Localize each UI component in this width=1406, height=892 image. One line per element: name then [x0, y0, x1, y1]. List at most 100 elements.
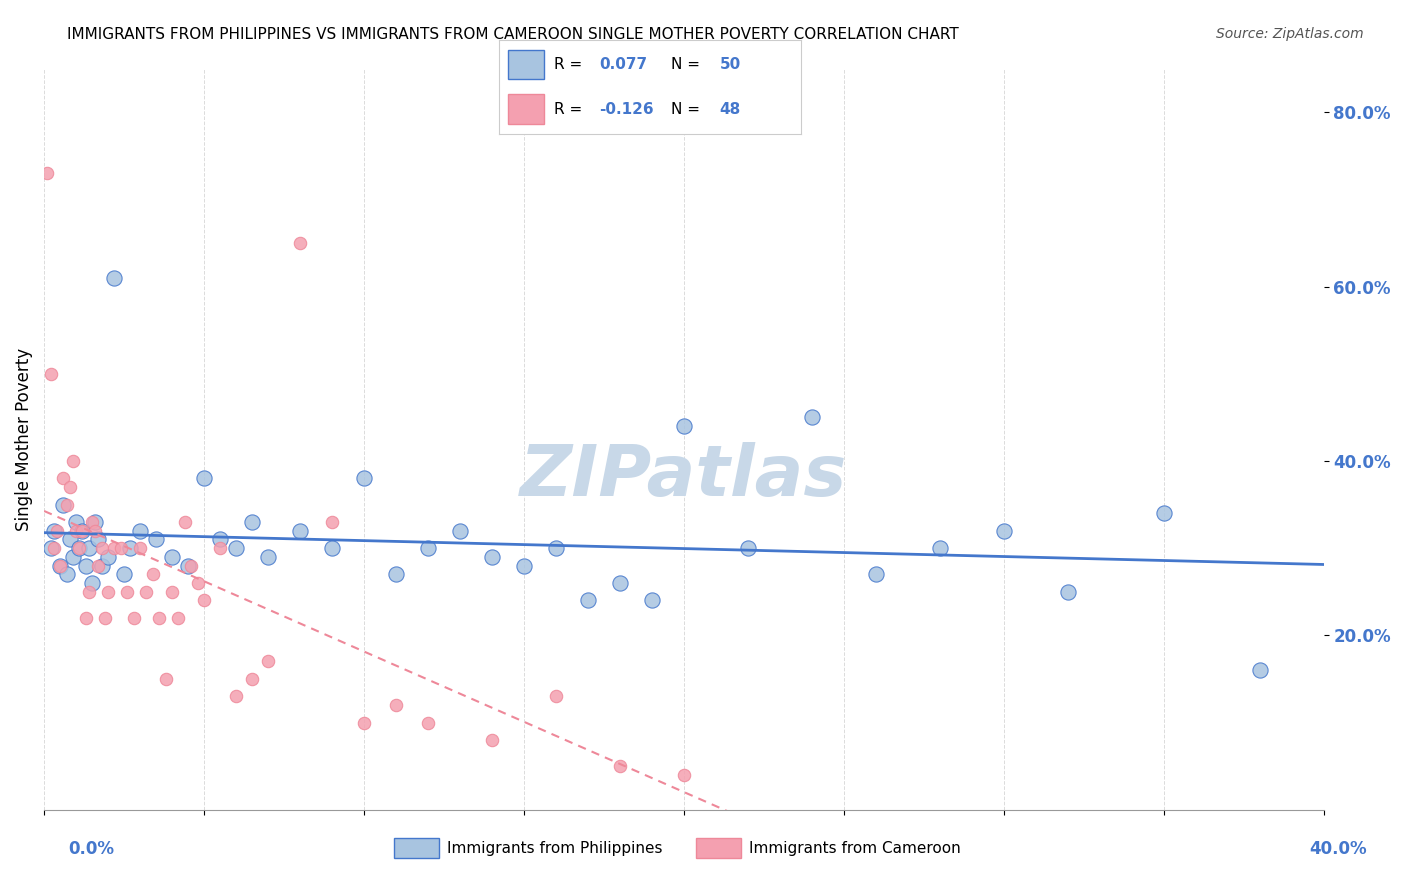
- Point: [82, 515, 104, 529]
- Point: [75, 611, 97, 625]
- Point: [39, 541, 62, 555]
- Point: [75, 558, 97, 573]
- Point: [55, 498, 77, 512]
- Point: [103, 541, 125, 555]
- Point: [544, 541, 567, 555]
- Point: [609, 576, 631, 591]
- Point: [142, 567, 165, 582]
- Point: [59, 533, 82, 547]
- Point: [84, 524, 107, 538]
- Point: [193, 593, 215, 607]
- Point: [160, 584, 183, 599]
- Point: [135, 584, 157, 599]
- Point: [37, 166, 59, 180]
- Text: ZIPatlas: ZIPatlas: [520, 442, 848, 510]
- Point: [240, 515, 263, 529]
- Point: [321, 515, 343, 529]
- Point: [481, 549, 503, 564]
- Point: [67, 541, 90, 555]
- Point: [65, 524, 87, 538]
- Point: [62, 454, 84, 468]
- Text: Immigrants from Philippines: Immigrants from Philippines: [447, 841, 662, 855]
- Point: [416, 715, 439, 730]
- Point: [257, 549, 280, 564]
- Text: N =: N =: [672, 102, 706, 117]
- Point: [67, 541, 90, 555]
- Text: -0.126: -0.126: [599, 102, 654, 117]
- Point: [225, 690, 247, 704]
- Point: [193, 471, 215, 485]
- Point: [209, 541, 232, 555]
- Point: [90, 541, 112, 555]
- Point: [49, 558, 72, 573]
- Text: R =: R =: [554, 102, 586, 117]
- Point: [513, 558, 536, 573]
- Point: [97, 584, 120, 599]
- Text: R =: R =: [554, 57, 586, 72]
- Point: [110, 541, 132, 555]
- FancyBboxPatch shape: [508, 95, 544, 125]
- Point: [82, 576, 104, 591]
- Point: [865, 567, 887, 582]
- Text: Immigrants from Cameroon: Immigrants from Cameroon: [749, 841, 962, 855]
- Point: [385, 698, 408, 712]
- Point: [576, 593, 599, 607]
- Point: [87, 558, 110, 573]
- Point: [52, 471, 75, 485]
- Text: 50: 50: [720, 57, 741, 72]
- Point: [42, 541, 65, 555]
- Point: [129, 541, 152, 555]
- Point: [167, 611, 190, 625]
- Point: [385, 567, 408, 582]
- FancyBboxPatch shape: [508, 49, 544, 79]
- Point: [449, 524, 471, 538]
- Point: [800, 410, 823, 425]
- Text: IMMIGRANTS FROM PHILIPPINES VS IMMIGRANTS FROM CAMEROON SINGLE MOTHER POVERTY CO: IMMIGRANTS FROM PHILIPPINES VS IMMIGRANT…: [67, 27, 959, 42]
- Point: [59, 480, 82, 494]
- Point: [45, 524, 67, 538]
- Point: [94, 611, 117, 625]
- Point: [39, 367, 62, 381]
- Point: [672, 768, 695, 782]
- Point: [72, 524, 94, 538]
- Point: [177, 558, 200, 573]
- Point: [160, 549, 183, 564]
- Point: [672, 419, 695, 434]
- Point: [129, 524, 152, 538]
- Point: [155, 672, 177, 686]
- Point: [1249, 663, 1271, 677]
- Point: [321, 541, 343, 555]
- Point: [42, 524, 65, 538]
- Point: [173, 515, 195, 529]
- Point: [240, 672, 263, 686]
- Text: 40.0%: 40.0%: [1310, 840, 1367, 858]
- Point: [187, 576, 209, 591]
- Text: 48: 48: [720, 102, 741, 117]
- Point: [120, 541, 142, 555]
- Point: [103, 270, 125, 285]
- Point: [52, 498, 75, 512]
- Point: [117, 584, 139, 599]
- Point: [112, 567, 135, 582]
- Point: [87, 533, 110, 547]
- Point: [288, 524, 311, 538]
- Point: [993, 524, 1015, 538]
- Point: [928, 541, 950, 555]
- Text: 0.0%: 0.0%: [69, 840, 114, 858]
- Point: [49, 558, 72, 573]
- Point: [257, 655, 280, 669]
- Point: [72, 524, 94, 538]
- Point: [737, 541, 759, 555]
- Y-axis label: Single Mother Poverty: Single Mother Poverty: [15, 348, 32, 531]
- Point: [90, 558, 112, 573]
- Point: [416, 541, 439, 555]
- Text: Source: ZipAtlas.com: Source: ZipAtlas.com: [1216, 27, 1364, 41]
- Point: [353, 471, 375, 485]
- Point: [641, 593, 664, 607]
- Point: [225, 541, 247, 555]
- Point: [1153, 506, 1175, 520]
- Point: [97, 549, 120, 564]
- Point: [481, 733, 503, 747]
- Point: [148, 611, 170, 625]
- Point: [55, 567, 77, 582]
